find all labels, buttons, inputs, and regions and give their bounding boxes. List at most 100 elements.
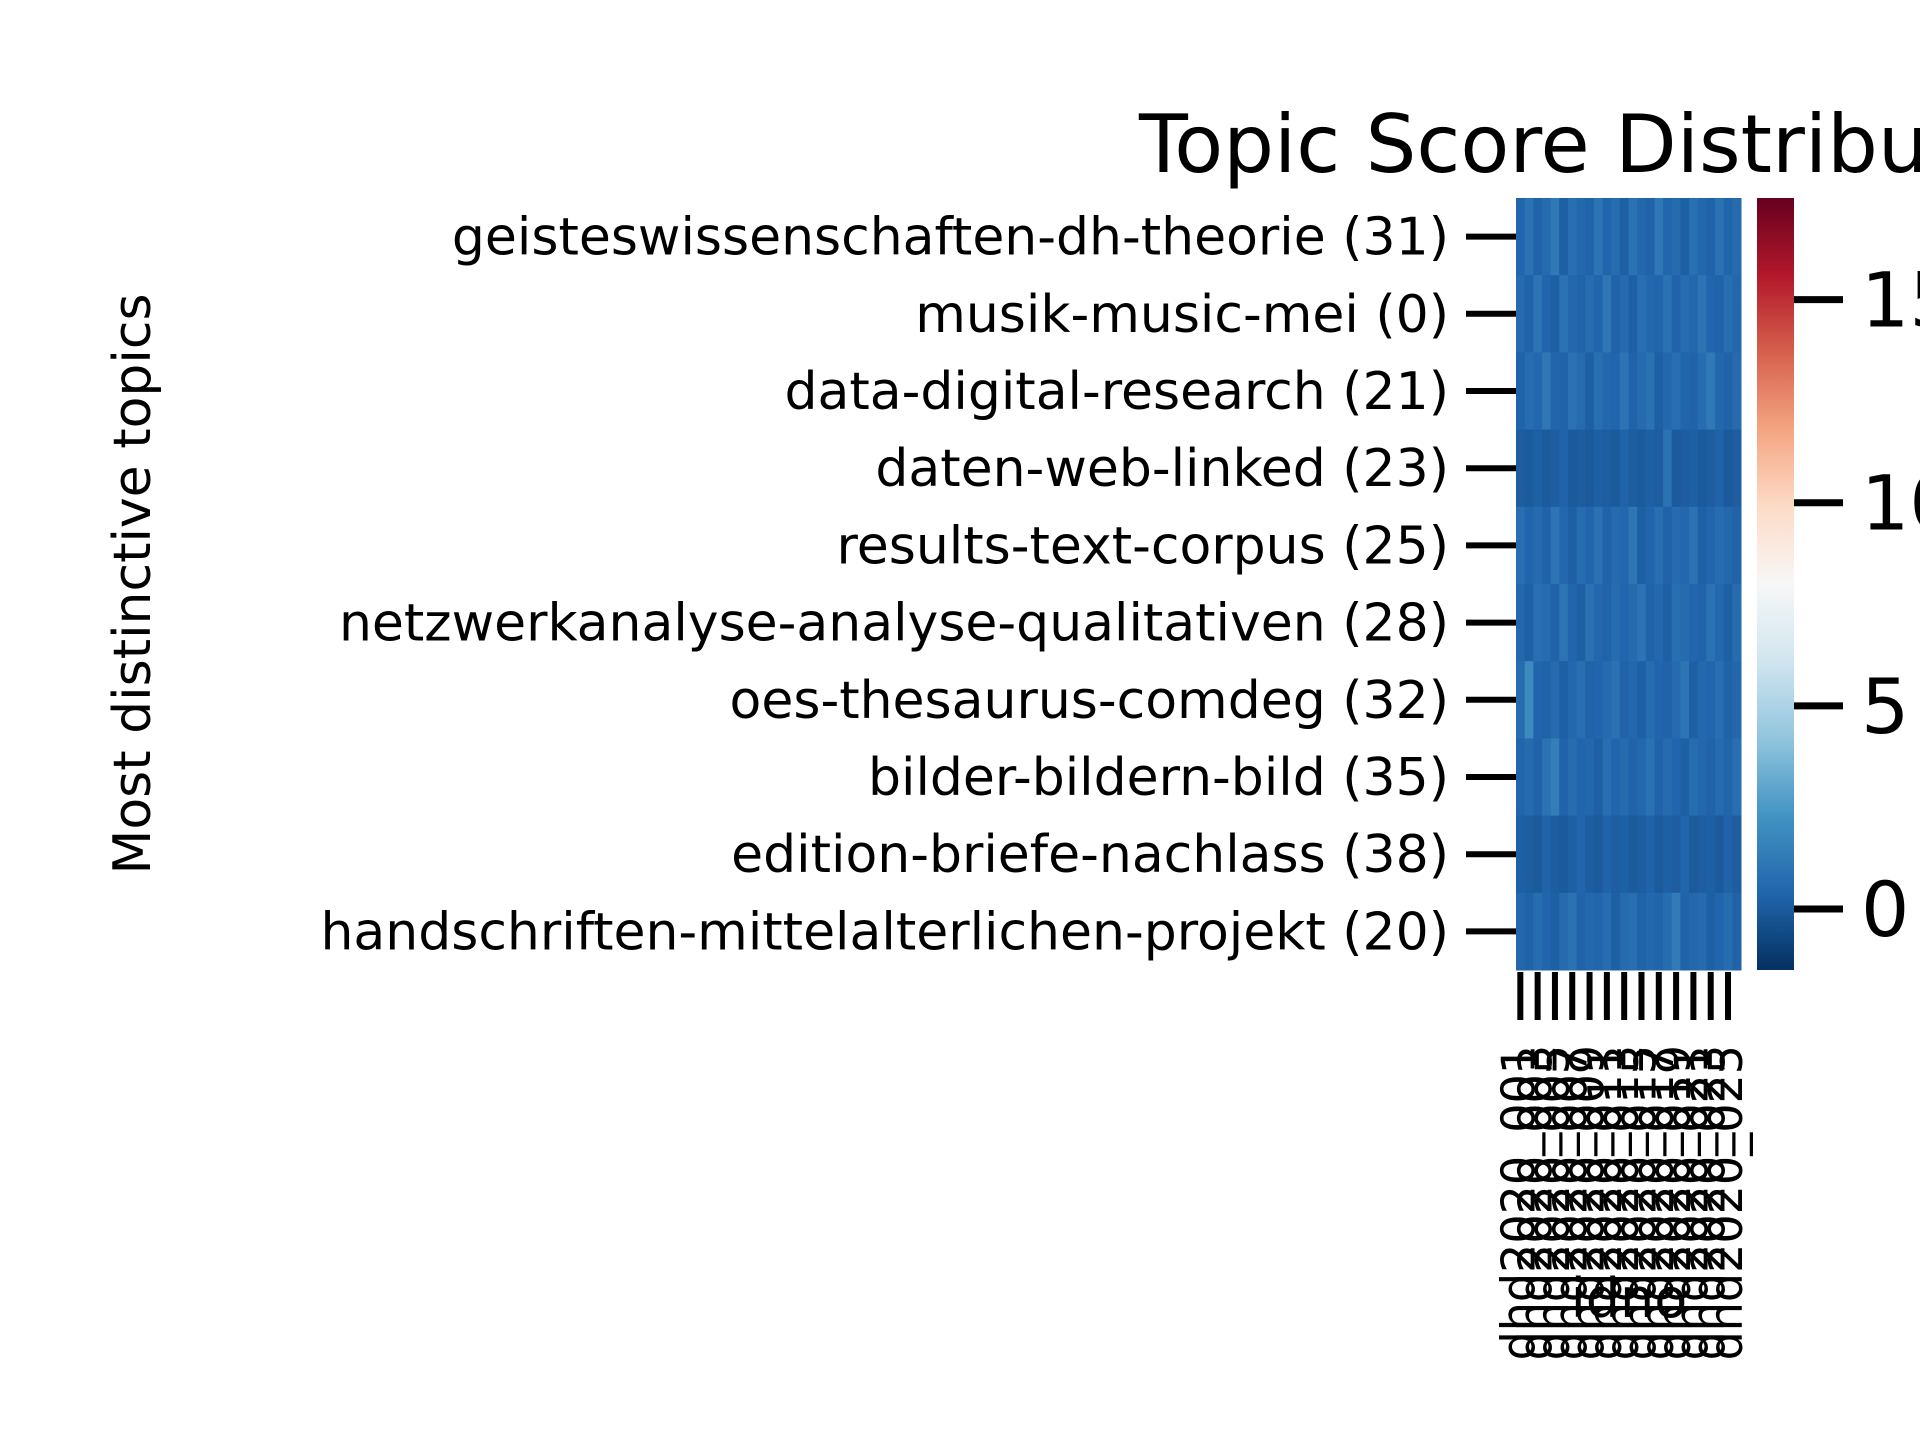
y-tick-label: geisteswissenschaften-dh-theorie (31) [452,208,1449,268]
heatmap-cell [1550,275,1560,353]
heatmap-cell [1680,892,1690,971]
heatmap-cell [1602,661,1612,739]
heatmap-cell [1697,584,1707,662]
heatmap-cell [1550,661,1560,739]
heatmap-cell [1516,506,1526,585]
heatmap-cell [1706,198,1716,276]
y-tick-label: bilder-bildern-bild (35) [868,748,1449,808]
x-tick-label: dhd2020_011 [1578,1045,1632,1360]
heatmap-cell [1619,429,1629,508]
heatmap-cell [1619,738,1629,817]
heatmap-cell [1663,352,1673,431]
y-axis-label: Most distinctive topics [103,293,163,874]
heatmap-cell [1619,661,1629,739]
x-tick-label: dhd2020_015 [1612,1045,1666,1360]
heatmap-cell [1533,584,1543,662]
heatmap-cell [1732,661,1742,739]
heatmap-cell [1671,738,1681,817]
heatmap-cell [1602,198,1612,276]
heatmap-cell [1689,275,1699,353]
heatmap-cell [1637,738,1647,817]
x-tick-label: dhd2020_013 [1595,1045,1649,1360]
heatmap-cell [1706,815,1716,894]
heatmap-cell [1611,275,1621,353]
heatmap-cell [1723,275,1733,353]
heatmap-cell [1611,506,1621,585]
heatmap-cell [1654,275,1664,353]
heatmap-cell [1559,815,1569,894]
heatmap-cell [1524,661,1534,739]
heatmap-cell [1611,584,1621,662]
heatmap-cell [1524,506,1534,585]
heatmap-cell [1516,429,1526,508]
heatmap-cell [1619,198,1629,276]
heatmap-cell [1723,815,1733,894]
heatmap-cell [1680,738,1690,817]
heatmap-cell [1654,506,1664,585]
heatmap-cell [1533,661,1543,739]
heatmap-cell [1576,815,1586,894]
heatmap-cell [1654,198,1664,276]
heatmap-cell [1593,661,1604,739]
heatmap-cell [1567,506,1578,585]
colorbar-tick-label: 5 [1861,662,1909,751]
heatmap-cell [1533,506,1543,585]
heatmap-cell [1697,815,1707,894]
heatmap-cell [1593,815,1604,894]
heatmap-cell [1637,352,1647,431]
heatmap-cell [1715,738,1725,817]
x-axis-label: idno [1571,1267,1688,1330]
heatmap-cell [1680,584,1690,662]
heatmap-cell [1628,275,1638,353]
heatmap-cell [1732,506,1742,585]
heatmap-cell [1663,275,1673,353]
heatmap-cell [1593,429,1604,508]
heatmap-cell [1585,198,1595,276]
heatmap-cell [1602,892,1612,971]
heatmap-cell [1516,275,1526,353]
heatmap-cell [1593,584,1604,662]
heatmap-cell [1559,429,1569,508]
heatmap-cell [1619,352,1629,431]
heatmap-cell [1654,738,1664,817]
heatmap-cell [1697,198,1707,276]
y-tick-label: results-text-corpus (25) [837,516,1449,576]
heatmap-cell [1706,584,1716,662]
colorbar-tick-label: 15 [1861,256,1920,345]
heatmap-cell [1611,429,1621,508]
heatmap-cell [1732,892,1742,971]
heatmap-cell [1697,892,1707,971]
colorbar [1757,198,1794,970]
heatmap-cell [1671,429,1681,508]
heatmap-cell [1628,506,1638,585]
heatmap-cell [1715,352,1725,431]
heatmap-cell [1732,198,1742,276]
heatmap-cell [1689,352,1699,431]
heatmap-cell [1671,275,1681,353]
heatmap-cell [1602,275,1612,353]
heatmap-cell [1593,198,1604,276]
heatmap-cell [1715,275,1725,353]
heatmap-cell [1567,815,1578,894]
heatmap-cell [1697,661,1707,739]
heatmap-cell [1732,738,1742,817]
heatmap-cell [1645,815,1655,894]
heatmap-cell [1680,198,1690,276]
heatmap-cell [1593,738,1604,817]
heatmap-cell [1611,815,1621,894]
heatmap-cell [1680,661,1690,739]
colorbar-tick-label: 10 [1861,459,1920,548]
heatmap-cell [1663,738,1673,817]
heatmap-cell [1680,275,1690,353]
heatmap-cell [1732,815,1742,894]
heatmap-cell [1671,892,1681,971]
heatmap-cell [1645,584,1655,662]
heatmap-cell [1533,738,1543,817]
heatmap-cell [1567,661,1578,739]
heatmap-cell [1723,506,1733,585]
heatmap-cell [1559,738,1569,817]
heatmap-cell [1663,815,1673,894]
x-tick-label: dhd2020_025 [1699,1045,1753,1360]
heatmap-cell [1550,352,1560,431]
heatmap-cell [1697,738,1707,817]
